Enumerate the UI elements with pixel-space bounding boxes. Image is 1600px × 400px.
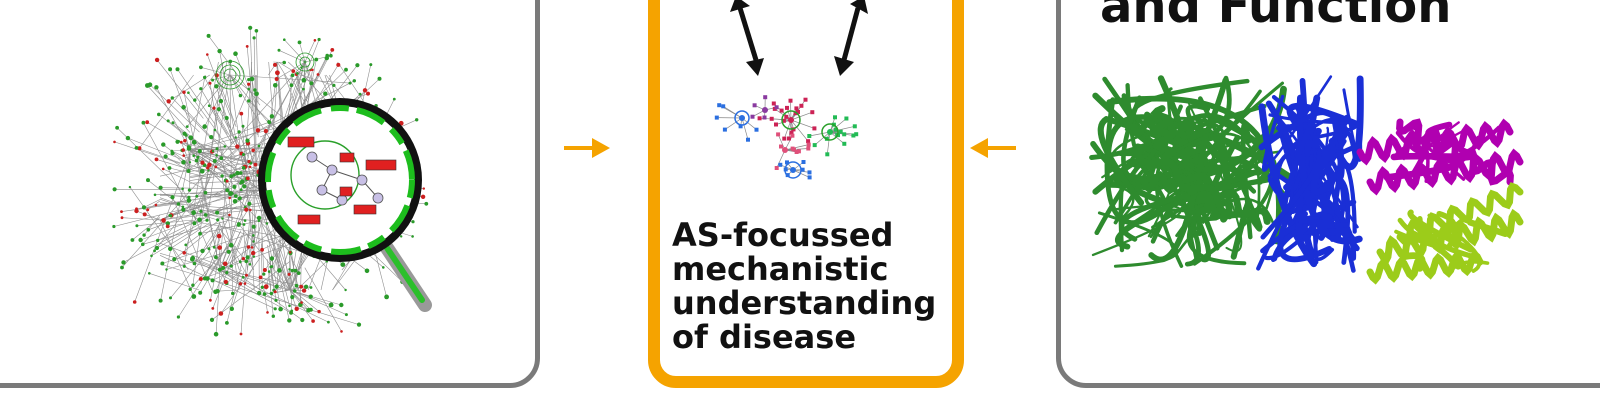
panel-heading: and Function	[1100, 0, 1452, 34]
network-figure	[112, 25, 432, 337]
right-arrow-icon	[564, 138, 610, 158]
center-panel	[648, 0, 964, 388]
center-caption: AS-focussed mechanistic understanding of…	[672, 216, 937, 356]
protein-structure-icon	[1089, 75, 1524, 285]
left-arrow-icon	[970, 138, 1016, 158]
network-icon	[714, 95, 859, 180]
magnifier-icon	[258, 98, 432, 312]
double-arrow-icon	[730, 0, 868, 76]
